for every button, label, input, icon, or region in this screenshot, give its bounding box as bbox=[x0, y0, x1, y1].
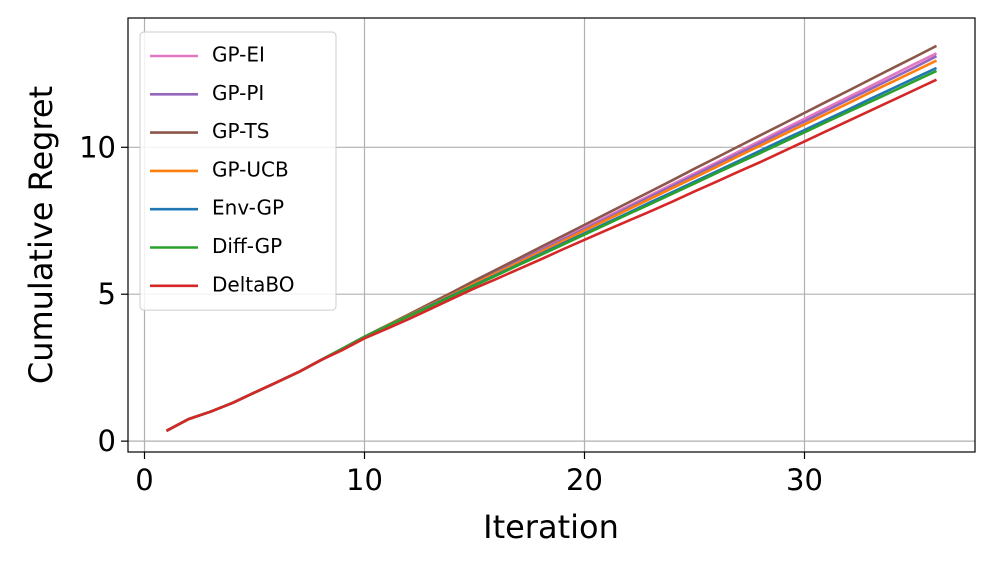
legend: GP-EI GP-PI GP-TS GP-UCB Env-GP Diff-GP DeltaB… bbox=[139, 31, 337, 311]
x-tick-label: 10 bbox=[346, 463, 383, 497]
series-line bbox=[165, 78, 938, 432]
y-axis-label: Cumulative Regret bbox=[22, 86, 60, 384]
plot-frame bbox=[127, 17, 976, 453]
x-tick-label: 0 bbox=[135, 463, 153, 497]
x-tick-label: 30 bbox=[786, 463, 823, 497]
y-tick-label: 5 bbox=[98, 277, 116, 311]
legend-label: GP-EI bbox=[212, 43, 265, 67]
legend-label: Diff-GP bbox=[212, 234, 282, 258]
y-tick-label: 0 bbox=[98, 424, 116, 458]
legend-label: Env-GP bbox=[212, 196, 284, 220]
legend-label: GP-PI bbox=[212, 81, 264, 105]
legend-label: GP-UCB bbox=[212, 157, 289, 181]
legend-box bbox=[139, 31, 337, 311]
y-tick-label: 10 bbox=[79, 130, 116, 164]
legend-label: GP-TS bbox=[212, 119, 269, 143]
x-tick-label: 20 bbox=[566, 463, 603, 497]
x-axis-label: Iteration bbox=[483, 508, 619, 546]
legend-label: DeltaBO bbox=[212, 272, 294, 296]
